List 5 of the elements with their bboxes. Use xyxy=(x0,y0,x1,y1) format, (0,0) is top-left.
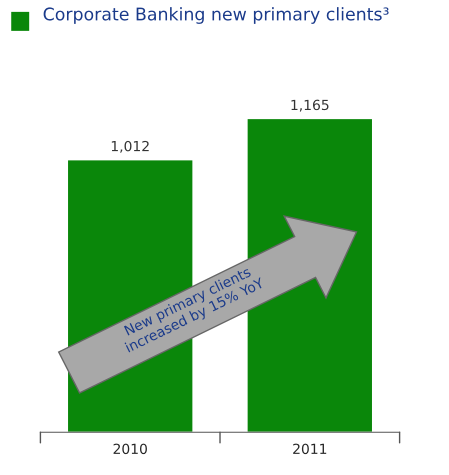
x-tick-label: 2011 xyxy=(293,444,326,454)
chart-title: Corporate Banking new primary clients³ xyxy=(44,7,389,24)
data-label: 1,165 xyxy=(291,100,328,112)
x-tick-label: 2010 xyxy=(114,444,147,454)
data-label: 1,012 xyxy=(112,140,149,153)
